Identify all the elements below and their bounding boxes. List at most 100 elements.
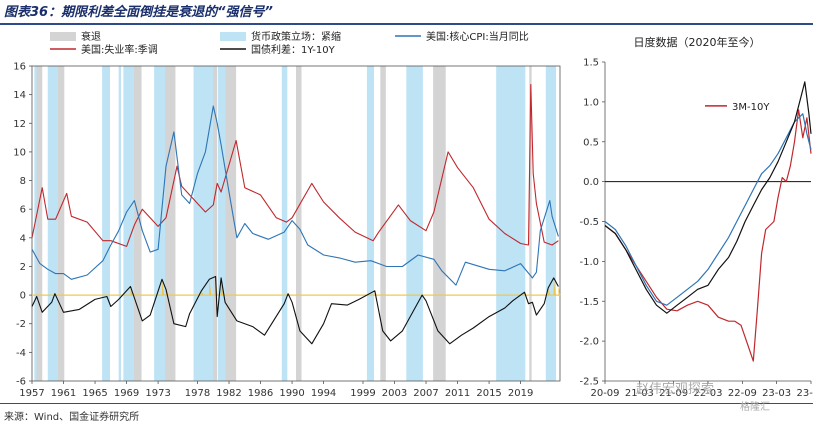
x-tick-label: 21-09 [659, 388, 688, 399]
recession-band [36, 66, 43, 381]
title-divider [0, 23, 813, 25]
daily-chart: 日度数据（2020年至今） 1.5 1.0 0.5 0.0 -0.5 -1.0 -1.5 -2… [579, 35, 813, 399]
recession-band [165, 66, 176, 381]
series-daily_a [604, 113, 812, 306]
x-tick-label: 2003 [382, 388, 407, 399]
recession-band [529, 66, 532, 381]
x-tick-label: 2007 [413, 388, 438, 399]
recession-band [133, 66, 142, 381]
x-tick-label: 2011 [445, 388, 470, 399]
y-tick-label: 14 [13, 90, 26, 101]
series-spread [31, 275, 559, 345]
x-tick-label: 23-09 [796, 388, 813, 399]
watermark: 赵伟宏观探索 [636, 382, 715, 397]
tightening-band [496, 66, 526, 381]
legend-swatch-recession [50, 32, 76, 41]
source-divider [0, 403, 813, 404]
y-tick-label: 2 [20, 262, 26, 273]
tightening-band [545, 66, 557, 381]
recession-band [225, 66, 237, 381]
legend-label-spread: 国债利差：1Y-10Y [251, 43, 336, 56]
y-tick-label: -6 [16, 377, 26, 388]
y-tick-label: 1.0 [583, 97, 599, 108]
x-tick-label: 1986 [248, 388, 273, 399]
x-tick-label: 1961 [51, 388, 76, 399]
x-tick-label: 1999 [350, 388, 375, 399]
x-tick-label: 22-09 [728, 388, 757, 399]
source-note: 来源：Wind、国金证券研究所 [4, 412, 140, 423]
y-tick-label: 12 [13, 119, 26, 130]
y-tick-label: -1.5 [579, 297, 599, 308]
series-unemployment [31, 84, 559, 247]
daily-chart-legend: 3M-10Y [705, 102, 770, 113]
figure-title: 图表36：期限利差全面倒挂是衰退的“强信号” [4, 5, 273, 20]
tightening-band [281, 66, 288, 381]
y-tick-label: 6 [20, 205, 26, 216]
y-tick-label: -2.5 [579, 377, 599, 388]
tightening-band [118, 66, 122, 381]
y-tick-label: -4 [16, 348, 26, 359]
legend-label-3m10y: 3M-10Y [732, 102, 770, 113]
y-tick-label: 0.5 [583, 137, 599, 148]
y-tick-label: 0.0 [583, 177, 599, 188]
positive-spread-fill [209, 279, 212, 296]
plot-frame [31, 65, 561, 382]
positive-spread-fill [548, 287, 551, 296]
y-tick-label: 1.5 [583, 58, 599, 69]
x-tick-label: 1957 [19, 388, 44, 399]
positive-spread-fill [201, 290, 204, 296]
x-tick-label: 1965 [82, 388, 107, 399]
legend-label-cpi: 美国:核心CPI:当月同比 [426, 30, 529, 43]
x-tick-label: 1973 [145, 388, 170, 399]
y-tick-label: 8 [20, 176, 26, 187]
y-tick-label: -2 [16, 319, 26, 330]
tightening-band [366, 66, 375, 381]
x-tick-label: 1978 [185, 388, 210, 399]
y-tick-label: -2.0 [579, 337, 599, 348]
recession-band [296, 66, 302, 381]
legend-label-unemployment: 美国:失业率:季调 [81, 43, 158, 56]
tightening-band [193, 66, 216, 381]
tightening-band [47, 66, 59, 381]
x-tick-label: 1990 [279, 388, 304, 399]
y-tick-label: 16 [13, 62, 26, 73]
x-tick-label: 22-03 [693, 388, 722, 399]
series-cpi [31, 105, 559, 286]
x-tick-label: 20-09 [590, 388, 619, 399]
x-tick-label: 2015 [476, 388, 501, 399]
tightening-band [34, 66, 38, 381]
series-daily_3m10y [604, 109, 812, 362]
positive-spread-fill [558, 286, 561, 296]
tightening-band [123, 66, 134, 381]
x-tick-label: 1969 [114, 388, 139, 399]
main-chart-series [31, 84, 561, 345]
recession-band [58, 66, 65, 381]
x-tick-label: 23-03 [762, 388, 791, 399]
daily-chart-title: 日度数据（2020年至今） [634, 35, 761, 49]
recession-band [213, 66, 218, 381]
recession-band [433, 66, 446, 381]
x-tick-label: 2019 [508, 388, 533, 399]
positive-spread-fill [553, 277, 556, 296]
daily-chart-series [604, 81, 812, 362]
y-tick-label: 4 [20, 233, 26, 244]
positive-spread-fill [130, 286, 133, 296]
series-daily_b [604, 81, 812, 314]
x-tick-label: 21-03 [625, 388, 654, 399]
tightening-band [102, 66, 111, 381]
y-tick-label: -0.5 [579, 217, 599, 228]
legend-label-tightening: 货币政策立场：紧缩 [251, 30, 341, 43]
y-tick-label: 0 [20, 291, 26, 302]
y-tick-label: -1.0 [579, 257, 599, 268]
tightening-band [217, 66, 226, 381]
recession-band [380, 66, 386, 381]
main-chart-bands [34, 66, 557, 381]
x-tick-label: 1982 [216, 388, 241, 399]
y-tick-label: 10 [13, 147, 26, 158]
legend-swatch-tightening [220, 32, 246, 41]
watermark-sub: 格隆汇 [740, 402, 770, 413]
positive-spread-fill [162, 279, 164, 296]
